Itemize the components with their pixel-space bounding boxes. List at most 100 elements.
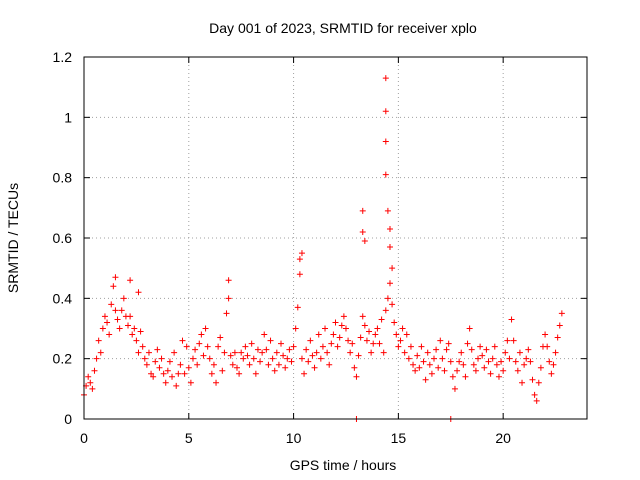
- data-point: [139, 343, 146, 350]
- data-point: [485, 358, 492, 365]
- data-point: [250, 355, 257, 362]
- data-point: [319, 343, 326, 350]
- data-point: [475, 355, 482, 362]
- data-point: [173, 382, 180, 389]
- data-point: [523, 355, 530, 362]
- data-point: [359, 313, 366, 320]
- data-point: [412, 367, 419, 374]
- data-point: [177, 361, 184, 368]
- data-point: [384, 207, 391, 214]
- data-point: [223, 310, 230, 317]
- data-point: [164, 367, 171, 374]
- data-point: [89, 385, 96, 392]
- y-tick-label: 1: [64, 109, 72, 125]
- data-point: [483, 346, 490, 353]
- data-point: [519, 379, 526, 386]
- data-point: [99, 325, 106, 332]
- data-point: [351, 364, 358, 371]
- data-point: [301, 370, 308, 377]
- data-point: [554, 334, 561, 341]
- data-point: [552, 349, 559, 356]
- data-point: [493, 361, 500, 368]
- data-point: [194, 361, 201, 368]
- data-point: [550, 361, 557, 368]
- data-point: [529, 376, 536, 383]
- data-point: [307, 337, 314, 344]
- data-point: [91, 367, 98, 374]
- data-point: [225, 295, 232, 302]
- data-point: [254, 346, 261, 353]
- data-point: [305, 358, 312, 365]
- data-point: [248, 340, 255, 347]
- y-tick-label: 0.8: [53, 170, 73, 186]
- data-point: [386, 225, 393, 232]
- data-point: [361, 238, 368, 245]
- data-point: [546, 358, 553, 365]
- data-point: [537, 364, 544, 371]
- data-point: [202, 325, 209, 332]
- data-point: [368, 349, 375, 356]
- data-point: [137, 328, 144, 335]
- data-point: [236, 370, 243, 377]
- axis-ticks: [83, 56, 587, 420]
- data-point: [428, 370, 435, 377]
- data-point: [303, 346, 310, 353]
- data-point: [183, 343, 190, 350]
- data-point: [456, 358, 463, 365]
- data-point: [363, 337, 370, 344]
- data-point: [298, 355, 305, 362]
- data-point: [219, 367, 226, 374]
- data-point: [158, 355, 165, 362]
- data-point: [558, 310, 565, 317]
- data-point: [127, 313, 134, 320]
- data-point: [192, 346, 199, 353]
- data-point: [516, 349, 523, 356]
- data-point: [464, 340, 471, 347]
- data-point: [477, 343, 484, 350]
- x-tick-label: 20: [495, 430, 511, 446]
- data-point: [401, 349, 408, 356]
- data-point: [345, 337, 352, 344]
- data-point: [420, 358, 427, 365]
- data-point: [200, 352, 207, 359]
- data-point: [479, 352, 486, 359]
- data-point: [328, 340, 335, 347]
- data-point: [215, 343, 222, 350]
- data-point: [451, 385, 458, 392]
- data-point: [286, 346, 293, 353]
- data-point: [296, 256, 303, 263]
- data-point: [87, 379, 94, 386]
- data-point: [145, 349, 152, 356]
- data-point: [317, 355, 324, 362]
- data-point: [116, 325, 123, 332]
- data-point: [208, 370, 215, 377]
- data-point: [378, 316, 385, 323]
- data-point: [525, 346, 532, 353]
- data-point: [284, 355, 291, 362]
- y-tick-label: 0.4: [53, 290, 73, 306]
- data-point: [273, 349, 280, 356]
- data-point: [244, 352, 251, 359]
- data-point: [265, 361, 272, 368]
- data-point: [382, 75, 389, 82]
- data-point: [462, 373, 469, 380]
- grid-lines: [84, 57, 587, 419]
- data-point: [389, 301, 396, 308]
- data-point: [278, 340, 285, 347]
- data-point: [393, 331, 400, 338]
- data-point: [309, 352, 316, 359]
- data-point: [311, 364, 318, 371]
- data-point: [204, 343, 211, 350]
- data-point: [386, 280, 393, 287]
- data-point: [160, 370, 167, 377]
- data-point: [240, 355, 247, 362]
- data-point: [206, 355, 213, 362]
- data-point: [114, 316, 121, 323]
- data-point: [439, 355, 446, 362]
- data-point: [468, 346, 475, 353]
- data-point: [292, 325, 299, 332]
- data-point: [426, 361, 433, 368]
- data-point: [106, 331, 113, 338]
- data-point: [143, 361, 150, 368]
